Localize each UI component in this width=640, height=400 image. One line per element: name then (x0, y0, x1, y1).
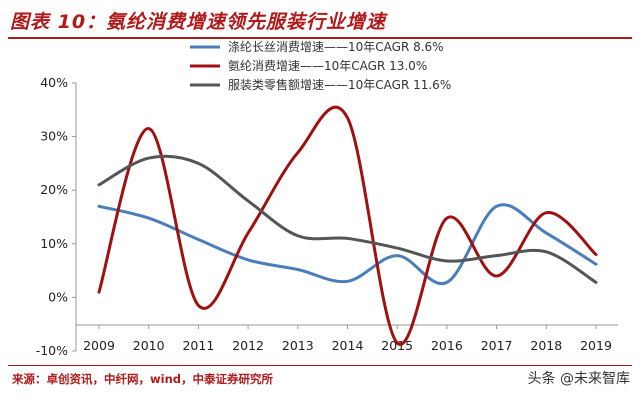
y-tick-label: 30% (40, 129, 68, 144)
y-tick-label: 20% (40, 182, 68, 197)
x-tick-label: 2016 (431, 338, 463, 353)
x-tick-label: 2013 (282, 338, 314, 353)
y-tick-label: 40% (40, 75, 68, 90)
y-tick-label: -10% (36, 343, 68, 358)
chart-title: 图表 10：氨纶消费增速领先服装行业增速 (10, 11, 387, 33)
series-line-2 (97, 105, 598, 346)
x-tick-label: 2014 (332, 338, 364, 353)
series-line-1 (97, 203, 598, 286)
source-divider (8, 365, 632, 366)
series-layer (97, 105, 598, 346)
title-bar: 图表 10：氨纶消费增速领先服装行业增速 (0, 0, 640, 40)
legend-label: 氨纶消费增速——10年CAGR 13.0% (228, 59, 427, 73)
x-tick-label: 2015 (381, 338, 413, 353)
watermark: 头条 @未来智库 (527, 371, 630, 387)
x-tick-label: 2019 (580, 338, 612, 353)
x-tick-label: 2009 (83, 338, 115, 353)
legend: 涤纶长丝消费增速——10年CAGR 8.6% 氨纶消费增速——10年CAGR 13… (190, 40, 451, 92)
source-note: 来源：卓创资讯，中纤网，wind，中泰证券研究所 (12, 372, 273, 386)
axes: -10% 0% 10% 20% 30% 40% 2009 2010 2011 2012 2013 20… (36, 75, 618, 358)
x-tick-label: 2017 (481, 338, 513, 353)
legend-label: 涤纶长丝消费增速——10年CAGR 8.6% (228, 40, 444, 54)
line-chart: 涤纶长丝消费增速——10年CAGR 8.6% 氨纶消费增速——10年CAGR 13… (36, 40, 618, 358)
x-tick-label: 2011 (182, 338, 214, 353)
series-line-3 (97, 154, 598, 284)
x-tick-label: 2012 (232, 338, 264, 353)
title-divider (8, 37, 632, 39)
y-tick-label: 10% (40, 236, 68, 251)
x-tick-label: 2018 (530, 338, 562, 353)
x-tick-label: 2010 (133, 338, 165, 353)
legend-label: 服装类零售额增速——10年CAGR 11.6% (228, 77, 451, 92)
y-tick-label: 0% (48, 289, 68, 304)
